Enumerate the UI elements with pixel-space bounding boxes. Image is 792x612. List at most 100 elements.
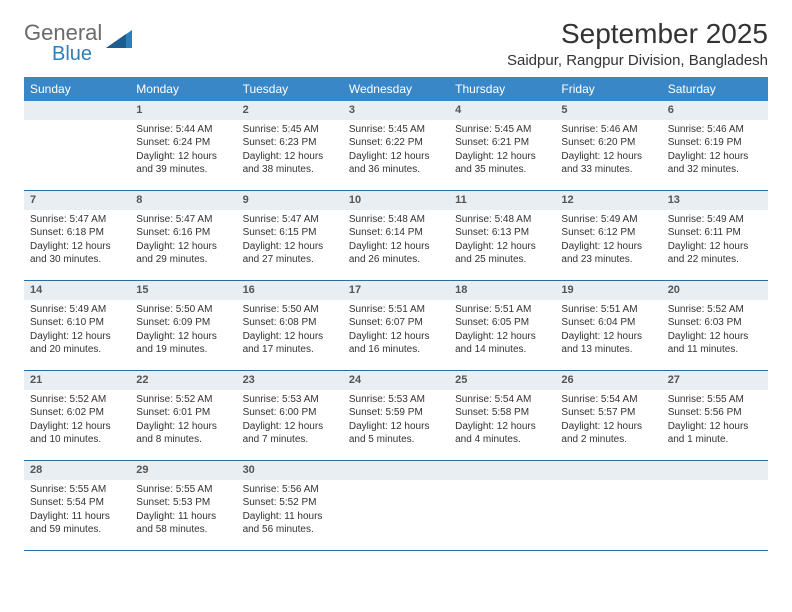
day-cell: 25Sunrise: 5:54 AMSunset: 5:58 PMDayligh…: [449, 371, 555, 461]
day-cell: 3Sunrise: 5:45 AMSunset: 6:22 PMDaylight…: [343, 101, 449, 191]
day-detail-line: and 39 minutes.: [136, 163, 230, 177]
day-detail-line: Sunrise: 5:55 AM: [30, 483, 124, 497]
day-detail-line: Daylight: 12 hours: [30, 330, 124, 344]
day-detail-line: Daylight: 12 hours: [668, 150, 762, 164]
day-cell: 14Sunrise: 5:49 AMSunset: 6:10 PMDayligh…: [24, 281, 130, 371]
day-detail-line: Sunrise: 5:51 AM: [561, 303, 655, 317]
day-detail-line: Daylight: 12 hours: [455, 420, 549, 434]
day-detail-line: Daylight: 12 hours: [455, 150, 549, 164]
day-header: Wednesday: [343, 77, 449, 101]
month-title: September 2025: [507, 18, 768, 50]
day-detail-line: and 16 minutes.: [349, 343, 443, 357]
day-number: 25: [449, 371, 555, 390]
day-detail-line: and 25 minutes.: [455, 253, 549, 267]
day-detail-line: and 26 minutes.: [349, 253, 443, 267]
day-cell: 24Sunrise: 5:53 AMSunset: 5:59 PMDayligh…: [343, 371, 449, 461]
day-detail-line: Sunrise: 5:45 AM: [455, 123, 549, 137]
day-number: 15: [130, 281, 236, 300]
day-detail-line: and 8 minutes.: [136, 433, 230, 447]
day-detail-line: and 59 minutes.: [30, 523, 124, 537]
day-detail-line: Sunset: 6:09 PM: [136, 316, 230, 330]
day-detail-line: and 30 minutes.: [30, 253, 124, 267]
day-number: 23: [237, 371, 343, 390]
day-detail-line: and 22 minutes.: [668, 253, 762, 267]
day-detail-line: Daylight: 12 hours: [561, 240, 655, 254]
day-detail-line: Sunset: 6:08 PM: [243, 316, 337, 330]
day-detail-line: Sunrise: 5:48 AM: [455, 213, 549, 227]
day-number: 16: [237, 281, 343, 300]
day-cell: 1Sunrise: 5:44 AMSunset: 6:24 PMDaylight…: [130, 101, 236, 191]
day-detail-line: Sunrise: 5:47 AM: [243, 213, 337, 227]
day-detail-line: Sunset: 5:54 PM: [30, 496, 124, 510]
day-number: 11: [449, 191, 555, 210]
day-cell: 30Sunrise: 5:56 AMSunset: 5:52 PMDayligh…: [237, 461, 343, 551]
day-detail-line: Daylight: 12 hours: [243, 150, 337, 164]
day-detail-line: and 38 minutes.: [243, 163, 337, 177]
day-detail-line: Sunrise: 5:47 AM: [136, 213, 230, 227]
day-detail-line: Sunset: 6:03 PM: [668, 316, 762, 330]
day-detail-line: and 11 minutes.: [668, 343, 762, 357]
calendar-body: 1Sunrise: 5:44 AMSunset: 6:24 PMDaylight…: [24, 101, 768, 551]
day-detail-line: Daylight: 12 hours: [30, 420, 124, 434]
day-number: 21: [24, 371, 130, 390]
day-number: 24: [343, 371, 449, 390]
day-cell: 10Sunrise: 5:48 AMSunset: 6:14 PMDayligh…: [343, 191, 449, 281]
day-detail-line: Sunset: 5:53 PM: [136, 496, 230, 510]
day-cell: 4 Sunrise: 5:45 AMSunset: 6:21 PMDaylight…: [449, 101, 555, 191]
day-cell: 23Sunrise: 5:53 AMSunset: 6:00 PMDayligh…: [237, 371, 343, 461]
day-detail-line: Sunrise: 5:50 AM: [136, 303, 230, 317]
day-number: 18: [449, 281, 555, 300]
day-detail-line: Sunset: 6:20 PM: [561, 136, 655, 150]
day-detail-line: Sunrise: 5:49 AM: [30, 303, 124, 317]
day-detail-line: and 32 minutes.: [668, 163, 762, 177]
day-detail-line: Sunset: 5:52 PM: [243, 496, 337, 510]
day-header: Thursday: [449, 77, 555, 101]
day-detail-line: Sunrise: 5:46 AM: [668, 123, 762, 137]
day-cell: [24, 101, 130, 191]
day-detail-line: Daylight: 12 hours: [136, 150, 230, 164]
day-number: 6: [662, 101, 768, 120]
day-number: 4: [449, 101, 555, 120]
day-number: [662, 461, 768, 480]
day-detail-line: Daylight: 12 hours: [668, 420, 762, 434]
day-number: 13: [662, 191, 768, 210]
day-detail-line: Daylight: 12 hours: [243, 240, 337, 254]
day-cell: 15Sunrise: 5:50 AMSunset: 6:09 PMDayligh…: [130, 281, 236, 371]
day-detail-line: and 27 minutes.: [243, 253, 337, 267]
day-detail-line: Daylight: 12 hours: [455, 330, 549, 344]
day-detail-line: Sunset: 5:58 PM: [455, 406, 549, 420]
day-number: 12: [555, 191, 661, 210]
day-number: 14: [24, 281, 130, 300]
day-cell: 13Sunrise: 5:49 AMSunset: 6:11 PMDayligh…: [662, 191, 768, 281]
day-detail-line: and 36 minutes.: [349, 163, 443, 177]
day-detail-line: Sunset: 6:16 PM: [136, 226, 230, 240]
day-detail-line: Sunset: 6:05 PM: [455, 316, 549, 330]
day-detail-line: Sunset: 6:04 PM: [561, 316, 655, 330]
day-detail-line: Sunset: 6:24 PM: [136, 136, 230, 150]
day-number: 30: [237, 461, 343, 480]
day-detail-line: Daylight: 12 hours: [243, 420, 337, 434]
day-cell: 5Sunrise: 5:46 AMSunset: 6:20 PMDaylight…: [555, 101, 661, 191]
day-detail-line: Sunrise: 5:52 AM: [136, 393, 230, 407]
day-number: 8: [130, 191, 236, 210]
day-detail-line: Sunset: 6:21 PM: [455, 136, 549, 150]
day-detail-line: Daylight: 12 hours: [30, 240, 124, 254]
day-cell: [343, 461, 449, 551]
calendar-table: SundayMondayTuesdayWednesdayThursdayFrid…: [24, 77, 768, 551]
day-cell: [449, 461, 555, 551]
day-detail-line: Sunrise: 5:56 AM: [243, 483, 337, 497]
day-detail-line: Sunset: 5:57 PM: [561, 406, 655, 420]
week-row: 28Sunrise: 5:55 AMSunset: 5:54 PMDayligh…: [24, 461, 768, 551]
day-detail-line: Sunrise: 5:55 AM: [668, 393, 762, 407]
day-detail-line: Daylight: 12 hours: [349, 330, 443, 344]
day-detail-line: Sunrise: 5:51 AM: [455, 303, 549, 317]
day-cell: 21Sunrise: 5:52 AMSunset: 6:02 PMDayligh…: [24, 371, 130, 461]
day-detail-line: Daylight: 12 hours: [349, 150, 443, 164]
header-row: General Blue September 2025 Saidpur, Ran…: [24, 18, 768, 69]
day-number: 10: [343, 191, 449, 210]
day-cell: 16Sunrise: 5:50 AMSunset: 6:08 PMDayligh…: [237, 281, 343, 371]
day-detail-line: Daylight: 11 hours: [30, 510, 124, 524]
day-detail-line: Sunset: 6:02 PM: [30, 406, 124, 420]
day-detail-line: and 14 minutes.: [455, 343, 549, 357]
logo-word1: General: [24, 20, 102, 45]
